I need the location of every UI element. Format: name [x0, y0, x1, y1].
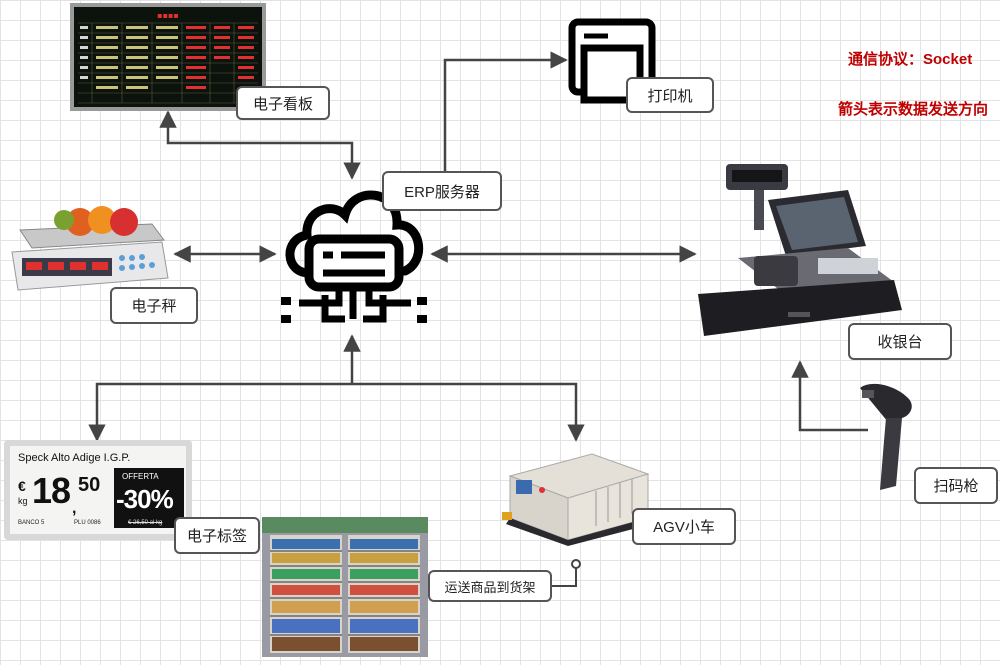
note-arrow-direction: 箭头表示数据发送方向 — [838, 101, 989, 118]
erp-printer-link — [443, 51, 568, 172]
esl-price-main: 18 — [32, 470, 71, 511]
label-agv: AGV小车 — [632, 508, 736, 545]
cloud-server-icon — [281, 190, 427, 323]
esl-discount: -30% — [116, 484, 174, 514]
scanner-cashier-link — [791, 360, 868, 432]
label-erp-server: ERP服务器 — [382, 171, 502, 211]
printer-icon — [568, 18, 656, 104]
label-shelf-delivery: 运送商品到货架 — [428, 570, 552, 602]
erp-esl-link — [88, 382, 352, 442]
label-printer: 打印机 — [626, 77, 714, 113]
svg-text:▪▪▪▪: ▪▪▪▪ — [157, 11, 179, 20]
supermarket-shelf-image — [262, 517, 428, 657]
agv-anchor-dot — [571, 559, 581, 569]
erp-agv-link — [352, 382, 585, 442]
label-scanner: 扫码枪 — [914, 467, 998, 504]
note-protocol: 通信协议：Socket — [848, 51, 973, 68]
label-esl: 电子标签 — [174, 517, 260, 554]
esl-product-name: Speck Alto Adige I.G.P. — [18, 452, 131, 464]
label-electronic-board: 电子看板 — [236, 86, 330, 120]
esl-currency: € — [18, 478, 26, 494]
electronic-shelf-label: Speck Alto Adige I.G.P. € kg 18 , 50 OFF… — [4, 440, 192, 540]
label-electronic-scale: 电子秤 — [110, 287, 198, 324]
electronic-board-image: ▪▪▪▪ — [70, 3, 266, 111]
barcode-scanner-image — [860, 383, 912, 490]
esl-old-price: € 26,50 al kg — [128, 520, 163, 526]
esl-offer-panel — [114, 468, 184, 528]
esl-price-cents: 50 — [78, 474, 101, 496]
esl-banco: BANCO 5 — [18, 520, 45, 526]
esl-unit: kg — [18, 496, 28, 506]
board-erp-link — [159, 110, 361, 180]
agv-robot-image — [502, 453, 652, 546]
agv-shelf-link — [552, 568, 577, 587]
electronic-scale-image — [11, 206, 169, 291]
esl-plu: PLU 0086 — [74, 520, 101, 526]
label-cashier: 收银台 — [848, 323, 952, 360]
cashier-register-image — [698, 164, 902, 336]
esl-offer: OFFERTA — [122, 472, 159, 481]
